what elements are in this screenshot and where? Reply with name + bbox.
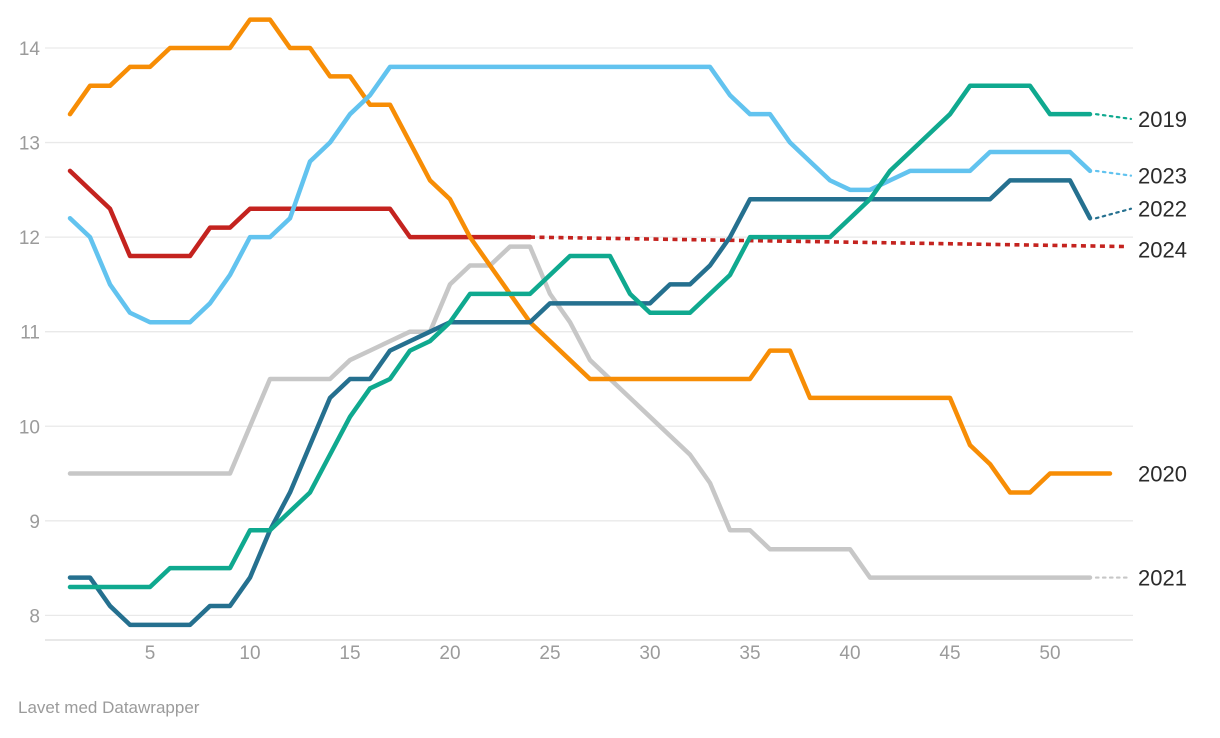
series-projection-2024 bbox=[529, 235, 1129, 249]
series-line-2021 bbox=[67, 244, 1093, 580]
y-axis-tick-label: 10 bbox=[19, 417, 40, 438]
series-label-2020: 2020 bbox=[1138, 462, 1187, 487]
x-axis-tick-label: 50 bbox=[1039, 643, 1060, 664]
y-axis-tick-label: 12 bbox=[19, 228, 40, 249]
series-label-2023: 2023 bbox=[1138, 164, 1187, 189]
series-line-2019 bbox=[67, 83, 1093, 590]
x-axis-tick-label: 15 bbox=[339, 643, 360, 664]
label-connector-2019 bbox=[1094, 113, 1133, 121]
x-axis-tick-label: 35 bbox=[739, 643, 760, 664]
series-line-2020 bbox=[67, 17, 1113, 495]
datawrapper-attribution-link[interactable]: Lavet med Datawrapper bbox=[18, 698, 200, 717]
x-axis-tick-label: 30 bbox=[639, 643, 660, 664]
y-axis-tick-label: 14 bbox=[19, 39, 41, 60]
x-axis-tick-label: 20 bbox=[439, 643, 460, 664]
series-line-2022 bbox=[67, 178, 1093, 628]
x-axis-tick-label: 25 bbox=[539, 643, 560, 664]
series-line-2023 bbox=[67, 64, 1093, 325]
y-axis-tick-label: 8 bbox=[29, 606, 40, 627]
label-connector-2022 bbox=[1094, 207, 1133, 220]
y-axis-tick-label: 11 bbox=[20, 323, 40, 344]
x-axis-tick-label: 45 bbox=[939, 643, 960, 664]
series-label-2022: 2022 bbox=[1138, 197, 1187, 222]
label-connector-2023 bbox=[1094, 169, 1133, 177]
y-axis-tick-label: 9 bbox=[29, 512, 40, 533]
x-axis-tick-label: 5 bbox=[145, 643, 156, 664]
x-axis-tick-label: 10 bbox=[239, 643, 260, 664]
series-label-2024: 2024 bbox=[1138, 237, 1187, 262]
series-label-2021: 2021 bbox=[1138, 566, 1187, 591]
series-label-2019: 2019 bbox=[1138, 107, 1187, 132]
y-axis-tick-label: 13 bbox=[19, 134, 40, 155]
series-line-2024 bbox=[67, 168, 533, 259]
x-axis-tick-label: 40 bbox=[839, 643, 860, 664]
